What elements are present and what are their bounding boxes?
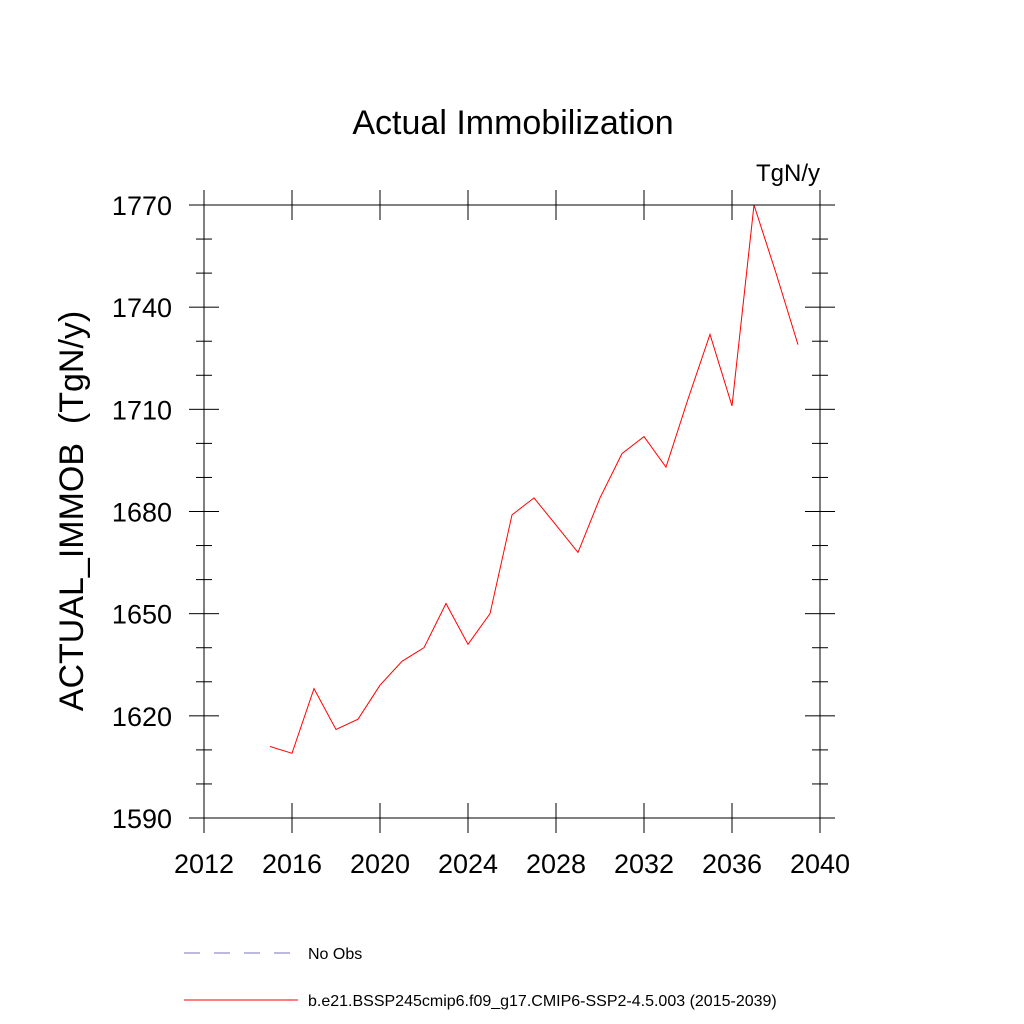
y-tick-labels: 1590 1620 1650 1680 1710 1740 1770 [112, 191, 172, 834]
x-tick-label: 2036 [702, 849, 762, 879]
series-line [269, 204, 799, 754]
x-tick-label: 2028 [526, 849, 586, 879]
units-label: TgN/y [756, 160, 820, 187]
x-tick-label: 2024 [438, 849, 498, 879]
major-ticks [189, 190, 835, 833]
y-axis-label: ACTUAL_IMMOB (TgN/y) [53, 311, 91, 711]
y-tick-label: 1620 [112, 702, 172, 732]
minor-ticks [196, 238, 828, 785]
plot-frame [203, 204, 821, 819]
x-tick-label: 2012 [174, 849, 234, 879]
legend: No Obs b.e21.BSSP245cmip6.f09_g17.CMIP6-… [184, 946, 777, 1010]
legend-label-no-obs: No Obs [308, 946, 362, 963]
series-layer [269, 204, 799, 754]
x-tick-label: 2032 [614, 849, 674, 879]
x-tick-label: 2016 [262, 849, 322, 879]
y-tick-label: 1650 [112, 600, 172, 630]
y-tick-label: 1710 [112, 395, 172, 425]
y-tick-label: 1590 [112, 804, 172, 834]
chart-title: Actual Immobilization [352, 104, 673, 142]
y-tick-label: 1680 [112, 498, 172, 528]
legend-label-model-run: b.e21.BSSP245cmip6.f09_g17.CMIP6-SSP2-4.… [308, 993, 777, 1010]
x-tick-label: 2020 [350, 849, 410, 879]
x-tick-label: 2040 [790, 849, 850, 879]
x-tick-labels: 2012 2016 2020 2024 2028 2032 2036 2040 [174, 849, 850, 879]
y-tick-label: 1770 [112, 191, 172, 221]
y-tick-label: 1740 [112, 293, 172, 323]
